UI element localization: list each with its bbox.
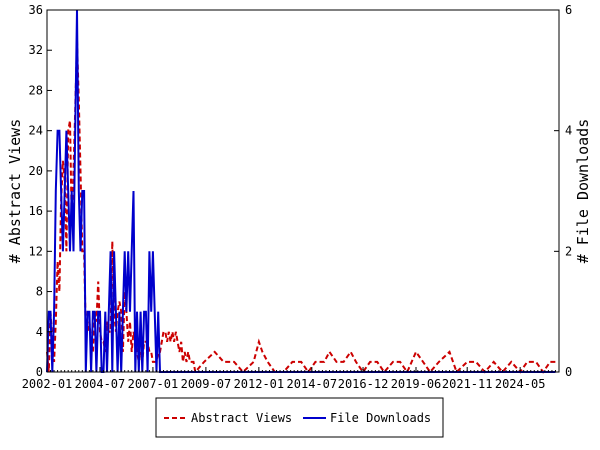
- legend-label-file-downloads: File Downloads: [330, 411, 431, 425]
- y-axis-right-label: # File Downloads: [574, 119, 592, 264]
- x-tick-label: 2009-07: [181, 377, 232, 391]
- legend: Abstract Views File Downloads: [155, 397, 444, 438]
- y-left-tick-label: 4: [36, 325, 43, 339]
- y-left-tick-label: 12: [29, 244, 43, 258]
- x-tick-label: 2021-11: [442, 377, 493, 391]
- y-right-tick-label: 2: [565, 244, 572, 258]
- x-tick-label: 2014-07: [287, 377, 338, 391]
- plot-frame: [46, 9, 560, 373]
- y-right-tick-label: 4: [565, 124, 572, 138]
- x-tick-label: 2002-01: [22, 377, 73, 391]
- x-tick-label: 2016-12: [338, 377, 389, 391]
- x-tick-label: 2024-05: [495, 377, 546, 391]
- y-left-tick-label: 36: [29, 3, 43, 17]
- y-left-tick-label: 28: [29, 83, 43, 97]
- y-left-tick-label: 20: [29, 164, 43, 178]
- y-left-tick-label: 32: [29, 43, 43, 57]
- x-tick-label: 2007-01: [128, 377, 179, 391]
- legend-label-abstract-views: Abstract Views: [191, 411, 292, 425]
- y-left-tick-label: 16: [29, 204, 43, 218]
- x-tick-label: 2012-01: [234, 377, 285, 391]
- x-tick-label: 2019-06: [391, 377, 442, 391]
- legend-box: [155, 397, 444, 438]
- y-left-tick-label: 24: [29, 124, 43, 138]
- y-right-tick-label: 6: [565, 3, 572, 17]
- y-right-tick-label: 0: [565, 365, 572, 379]
- x-tick-label: 2004-07: [75, 377, 126, 391]
- y-left-tick-label: 8: [36, 285, 43, 299]
- y-axis-left-label: # Abstract Views: [6, 119, 24, 264]
- y-left-tick-label: 0: [36, 365, 43, 379]
